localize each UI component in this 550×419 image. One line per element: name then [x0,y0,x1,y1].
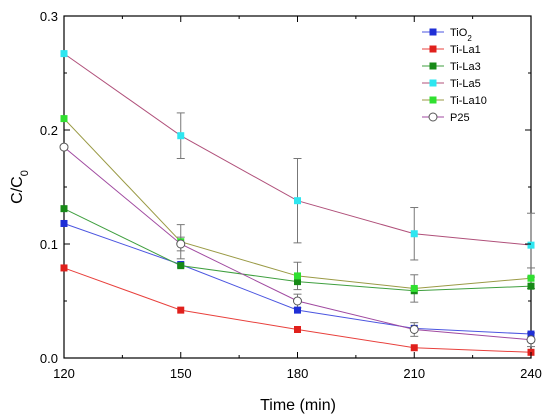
legend-entry-ti-la10: Ti-La10 [422,95,487,107]
series-p25 [59,142,536,345]
y-tick-label-0.1: 0.1 [40,237,58,252]
legend-entry-p25: P25 [422,112,470,124]
legend-marker-tio2 [429,28,437,36]
legend-entry-ti-la5: Ti-La5 [422,78,481,90]
legend-label-main: Ti-La1 [450,44,481,56]
legend-label-p25: P25 [450,112,470,124]
legend-label-ti-la1: Ti-La1 [450,44,481,56]
legend-label-tio2: TiO2 [450,27,472,43]
legend-label-main: P25 [450,112,470,124]
legend-marker-ti-la10 [429,96,437,104]
legend-entry-tio2: TiO2 [422,27,472,43]
x-axis-title: Time (min) [260,397,336,414]
legend-label-ti-la5: Ti-La5 [450,78,481,90]
data-point-ti-la3-180 [294,278,301,286]
y-axis-title-main: C/C [9,176,26,204]
data-point-ti-la1-210 [410,344,418,352]
y-tick-label-0.3: 0.3 [40,9,58,24]
data-point-ti-la5-180 [294,197,301,205]
x-tick-label-210: 210 [403,366,425,381]
legend-label-main: Ti-La5 [450,78,481,90]
legend-marker-ti-la3 [429,62,437,70]
data-point-ti-la10-240 [527,274,535,282]
data-point-ti-la3-240 [527,282,535,290]
legend-label-ti-la10: Ti-La10 [450,95,487,107]
data-point-p25-120 [59,142,69,152]
y-tick-label-0.2: 0.2 [40,123,58,138]
data-point-ti-la5-150 [177,132,185,140]
data-point-p25-150 [176,239,186,249]
data-point-ti-la3-150 [177,262,185,270]
data-point-ti-la5-240 [527,241,535,249]
legend-marker-ti-la5 [429,79,437,87]
series-ti-la5 [60,50,535,249]
x-tick-label-150: 150 [170,366,192,381]
x-tick-label-120: 120 [53,366,75,381]
legend-marker-p25 [428,112,438,122]
data-point-ti-la5-120 [60,50,68,58]
y-axis-title: C/C0 [9,170,31,204]
axes-layer: 120 150 180 210 240 0.0 0.1 0.2 0.3 [40,9,542,381]
legend-entry-ti-la1: Ti-La1 [422,44,481,56]
data-point-p25-240 [526,335,536,345]
legend-label-sub: 2 [467,34,472,43]
data-point-ti-la1-150 [177,306,185,314]
legend-marker-ti-la1 [429,45,437,53]
legend-label-main: TiO [450,27,468,39]
data-point-ti-la5-210 [410,230,418,238]
data-point-tio2-120 [60,219,68,227]
x-tick-label-180: 180 [287,366,309,381]
legend-entry-ti-la3: Ti-La3 [422,61,481,73]
data-point-ti-la1-180 [294,326,301,333]
error-bars-p25 [176,236,535,348]
data-point-ti-la10-120 [60,115,68,123]
data-point-ti-la10-180 [294,272,301,280]
data-point-p25-180 [293,296,302,306]
legend-label-main: Ti-La3 [450,61,481,73]
data-point-tio2-240 [527,330,535,338]
data-point-p25-210 [409,325,419,334]
x-tick-label-240: 240 [520,366,542,381]
series-layer [59,50,536,356]
data-point-tio2-180 [294,306,301,314]
y-axis-title-sub: 0 [19,170,31,176]
legend-label-main: Ti-La10 [450,95,487,107]
y-tick-label-0.0: 0.0 [40,351,58,366]
legend-label-ti-la3: Ti-La3 [450,61,481,73]
error-bars-ti-la5 [176,112,535,278]
data-point-ti-la1-120 [60,264,68,272]
error-bars-ti-la10 [176,224,535,303]
data-point-ti-la3-120 [60,205,68,213]
data-point-ti-la10-210 [410,284,418,292]
